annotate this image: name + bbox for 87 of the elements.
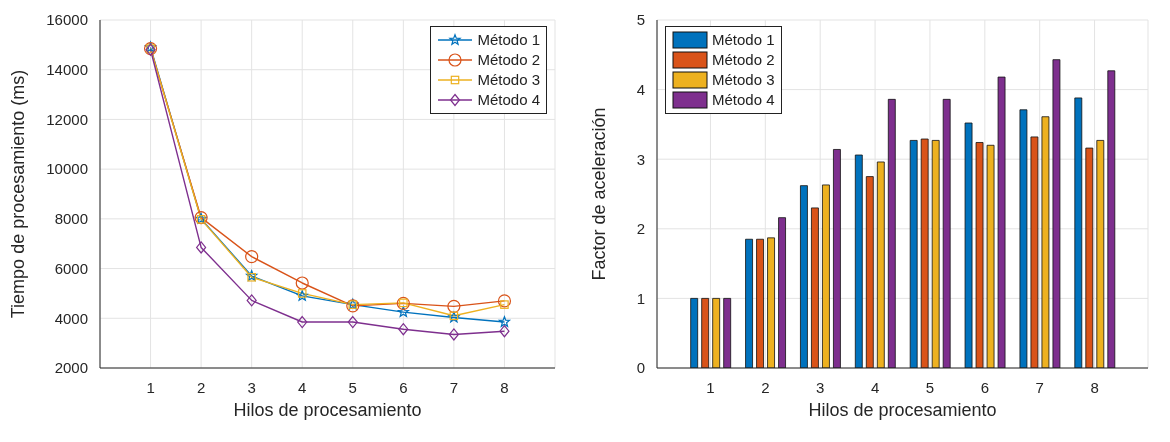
x-tick-label: 3 bbox=[816, 378, 825, 396]
point bbox=[246, 294, 257, 307]
x-tick-label: 7 bbox=[449, 378, 459, 396]
x-tick-label: 4 bbox=[298, 378, 307, 396]
bar bbox=[756, 238, 764, 368]
point bbox=[398, 323, 409, 336]
bar bbox=[1030, 136, 1039, 368]
x-tick-label: 6 bbox=[399, 378, 408, 396]
x-tick-label: 1 bbox=[146, 378, 155, 396]
legend-label: Método 1 bbox=[712, 30, 775, 50]
point bbox=[448, 328, 459, 341]
bar bbox=[920, 138, 929, 368]
y-tick-label: 8000 bbox=[54, 210, 88, 228]
bar bbox=[909, 140, 918, 368]
legend-label: Método 2 bbox=[712, 50, 775, 70]
bar bbox=[1074, 97, 1083, 368]
bar bbox=[767, 237, 775, 368]
x-tick-label: 6 bbox=[980, 378, 989, 396]
y-tick-label: 12000 bbox=[46, 110, 88, 128]
x-tick-label: 5 bbox=[925, 378, 935, 396]
bar bbox=[942, 98, 951, 368]
point bbox=[245, 250, 259, 264]
bar bbox=[1096, 140, 1105, 368]
legend-label: Método 3 bbox=[477, 70, 540, 90]
legend-label: Método 4 bbox=[477, 90, 540, 110]
bar bbox=[964, 122, 973, 368]
y-tick-label: 16000 bbox=[46, 11, 88, 29]
y-tick-label: 2000 bbox=[54, 359, 88, 377]
bar bbox=[854, 154, 863, 368]
x-tick-label: 2 bbox=[196, 378, 206, 396]
point bbox=[347, 315, 358, 329]
point bbox=[498, 316, 511, 327]
bar bbox=[865, 176, 874, 368]
bar bbox=[1041, 116, 1050, 368]
x-tick-label: 7 bbox=[1035, 378, 1044, 396]
y-axis-title: Tiempo de procesamiento (ms) bbox=[8, 69, 29, 319]
bar bbox=[833, 149, 841, 368]
legend-label: Método 4 bbox=[712, 90, 775, 110]
x-axis-title: Hilos de procesamiento bbox=[808, 400, 997, 420]
point bbox=[297, 315, 308, 329]
point bbox=[196, 241, 207, 254]
bar bbox=[745, 238, 753, 368]
y-tick-label: 6000 bbox=[54, 259, 88, 277]
bar bbox=[1052, 59, 1061, 368]
bar bbox=[701, 298, 710, 368]
point bbox=[499, 325, 510, 338]
y-tick-label: 1 bbox=[636, 289, 645, 307]
y-axis-title: Factor de aceleración bbox=[589, 107, 610, 281]
x-axis-title: Hilos de procesamiento bbox=[233, 400, 422, 420]
bar bbox=[876, 161, 885, 368]
bar bbox=[811, 207, 819, 368]
bar bbox=[712, 298, 721, 368]
y-tick-label: 10000 bbox=[46, 160, 88, 178]
point bbox=[447, 299, 461, 313]
x-tick-label: 2 bbox=[761, 378, 770, 396]
x-tick-label: 8 bbox=[500, 378, 509, 396]
x-tick-label: 8 bbox=[1090, 378, 1099, 396]
x-tick-label: 4 bbox=[870, 378, 880, 396]
point bbox=[497, 294, 512, 308]
x-tick-label: 5 bbox=[348, 378, 357, 396]
y-tick-label: 4000 bbox=[54, 309, 88, 327]
y-tick-label: 0 bbox=[636, 359, 645, 377]
bar bbox=[975, 142, 984, 368]
y-tick-label: 3 bbox=[636, 150, 645, 168]
y-tick-label: 4 bbox=[636, 80, 645, 98]
y-tick-label: 2 bbox=[636, 220, 645, 238]
bar bbox=[1085, 147, 1094, 368]
y-tick-label: 5 bbox=[636, 11, 645, 29]
point bbox=[397, 306, 409, 317]
bar bbox=[986, 144, 995, 368]
bar bbox=[778, 217, 786, 368]
x-tick-label: 1 bbox=[706, 378, 715, 396]
y-tick-label: 14000 bbox=[46, 61, 88, 79]
legend-label: Método 1 bbox=[477, 30, 540, 50]
bar bbox=[931, 140, 940, 368]
bar bbox=[887, 98, 896, 368]
bar bbox=[1019, 109, 1028, 368]
legend-label: Método 2 bbox=[477, 50, 540, 70]
bar bbox=[997, 76, 1006, 368]
point bbox=[295, 276, 309, 290]
x-tick-label: 3 bbox=[247, 378, 256, 396]
bar bbox=[800, 185, 808, 368]
bar bbox=[822, 184, 830, 368]
bar bbox=[1107, 70, 1116, 368]
legend-label: Método 3 bbox=[712, 70, 775, 90]
bar bbox=[723, 298, 732, 368]
bar bbox=[690, 298, 699, 368]
